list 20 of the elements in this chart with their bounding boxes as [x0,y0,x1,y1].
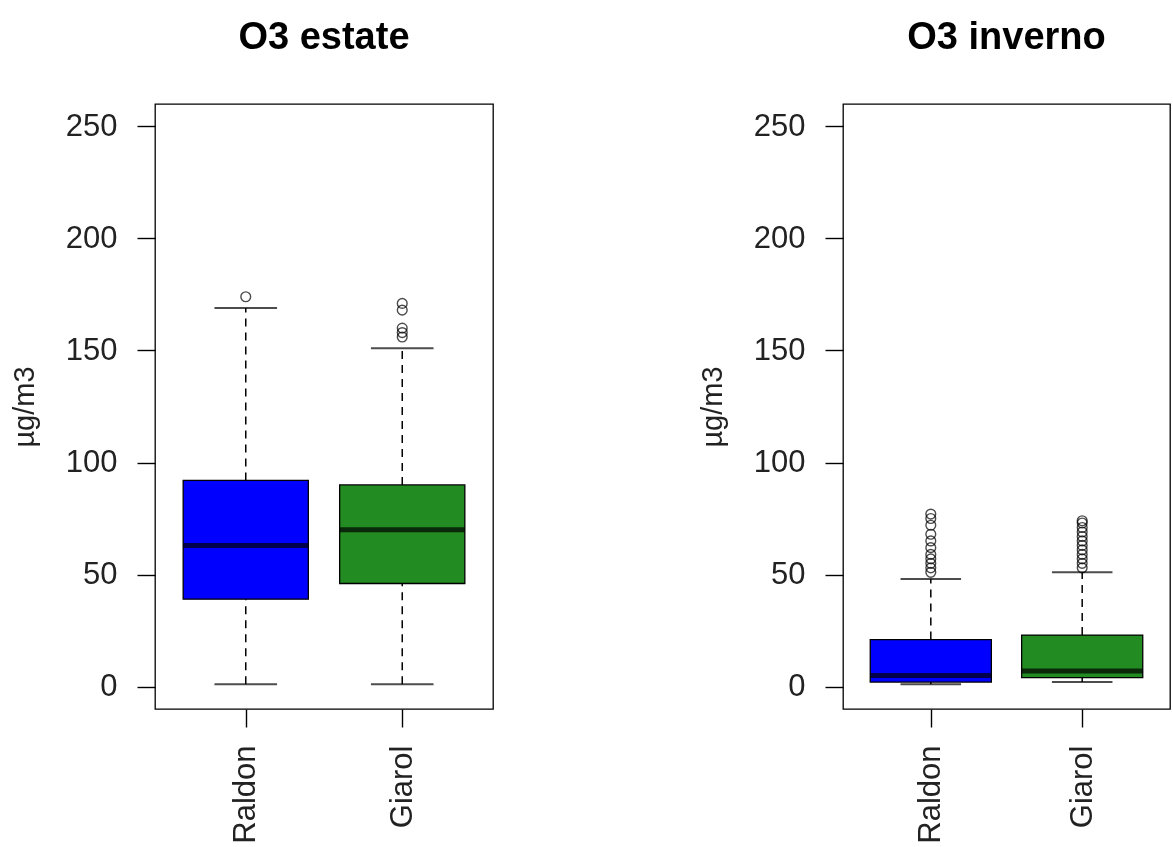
y-axis-title: µg/m3 [7,366,40,448]
y-tick-label: 0 [788,668,806,704]
x-tick-label: Raldon [912,745,948,844]
y-tick-label: 100 [753,444,806,480]
y-tick-label: 50 [771,556,806,592]
y-tick-label: 250 [753,107,806,143]
chart-title: O3 estate [238,15,410,57]
y-tick-label: 150 [65,331,118,367]
y-tick-label: 0 [100,668,118,704]
y-tick-label: 200 [65,219,118,255]
y-tick-label: 200 [753,219,806,255]
x-tick-label: Raldon [227,745,263,844]
chart-title: O3 inverno [907,15,1106,57]
x-tick-label: Giarol [383,745,419,829]
x-tick-label: Giarol [1063,745,1099,829]
y-tick-label: 100 [65,444,118,480]
y-tick-label: 250 [65,107,118,143]
y-axis-title: µg/m3 [695,366,728,448]
y-tick-label: 50 [83,556,118,592]
y-tick-label: 150 [753,331,806,367]
